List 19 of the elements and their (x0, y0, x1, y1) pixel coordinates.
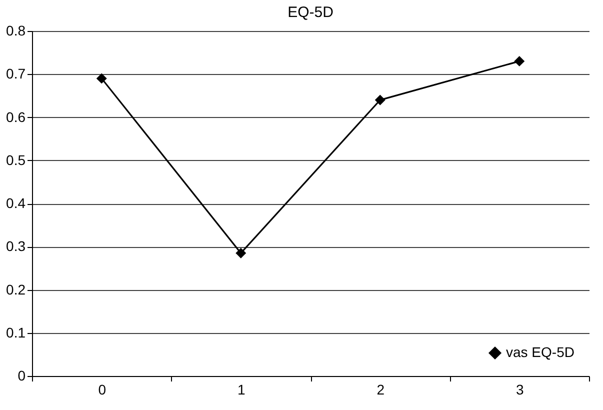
y-tick-label: 0.5 (6, 152, 26, 168)
x-tick-label: 1 (237, 382, 246, 398)
y-tick-label: 0.6 (6, 108, 26, 125)
y-tick-label: 0.2 (6, 281, 26, 298)
point (96, 73, 107, 84)
y-tick-label: 0.8 (6, 22, 26, 38)
y-tick-label: 0.4 (6, 195, 26, 211)
point (514, 56, 525, 66)
y-tick-label: 0 (18, 368, 26, 384)
legend-label: vas EQ-5D (506, 344, 574, 360)
point (374, 94, 386, 106)
x-tick-label: 0 (98, 382, 106, 398)
x-tick-label: 2 (376, 382, 385, 398)
x-tick-label: 3 (516, 382, 524, 398)
point (236, 248, 246, 258)
y-tick-label: 0.3 (6, 238, 26, 254)
y-tick-label: 0.1 (6, 324, 26, 340)
chart-title: EQ-5D (288, 4, 334, 21)
y-tick-label: 0.7 (6, 66, 26, 82)
